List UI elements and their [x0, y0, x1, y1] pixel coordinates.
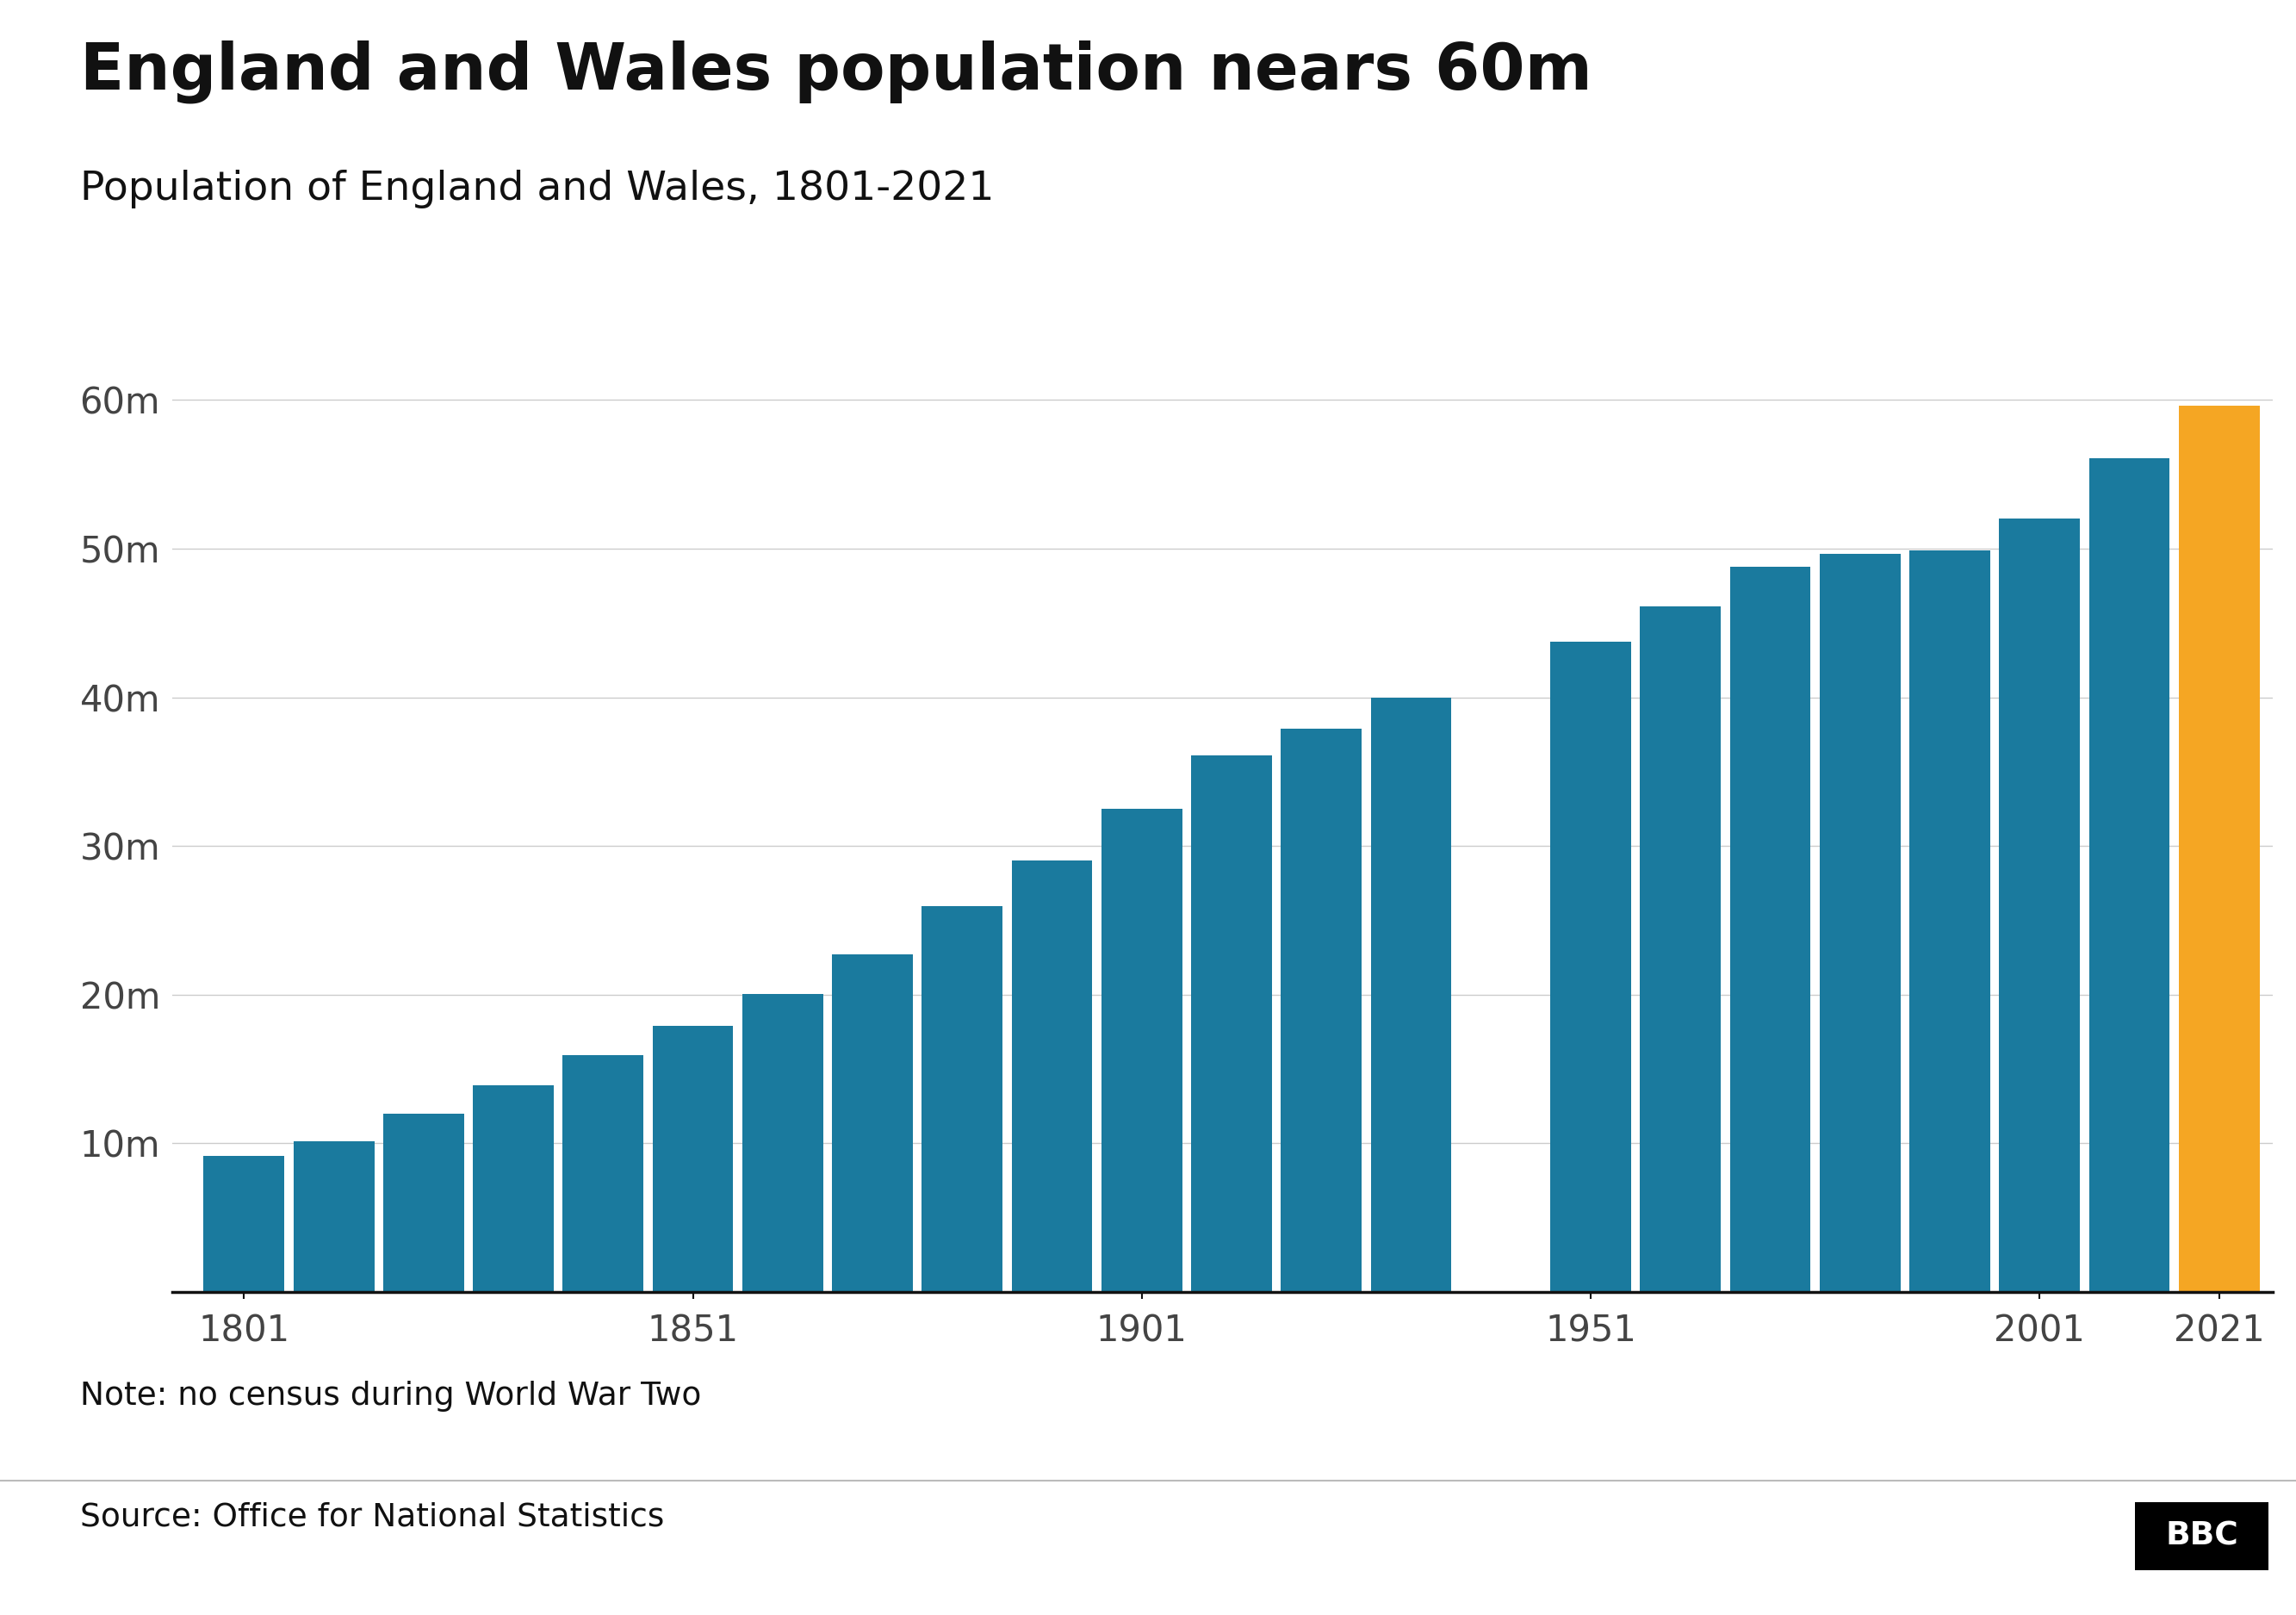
- Bar: [204, 1156, 285, 1292]
- Bar: [1821, 554, 1901, 1292]
- Bar: [2000, 518, 2080, 1292]
- Text: BBC: BBC: [2165, 1520, 2239, 1552]
- Text: England and Wales population nears 60m: England and Wales population nears 60m: [80, 40, 1593, 103]
- Text: Population of England and Wales, 1801-2021: Population of England and Wales, 1801-20…: [80, 170, 994, 208]
- Bar: [831, 954, 914, 1292]
- Text: Source: Office for National Statistics: Source: Office for National Statistics: [80, 1502, 664, 1533]
- Bar: [563, 1055, 643, 1292]
- Bar: [1639, 607, 1722, 1292]
- Bar: [473, 1085, 553, 1292]
- Bar: [1102, 809, 1182, 1292]
- Bar: [1192, 756, 1272, 1292]
- Bar: [294, 1140, 374, 1292]
- Bar: [1013, 861, 1093, 1292]
- Bar: [742, 993, 822, 1292]
- Bar: [652, 1026, 732, 1292]
- Bar: [383, 1114, 464, 1292]
- Bar: [1729, 567, 1812, 1292]
- Bar: [1550, 641, 1630, 1292]
- Bar: [2089, 459, 2170, 1292]
- Bar: [1281, 728, 1362, 1292]
- Bar: [1910, 551, 1991, 1292]
- Bar: [923, 906, 1003, 1292]
- Text: Note: no census during World War Two: Note: no census during World War Two: [80, 1381, 703, 1412]
- Bar: [1371, 698, 1451, 1292]
- Bar: [2179, 405, 2259, 1292]
